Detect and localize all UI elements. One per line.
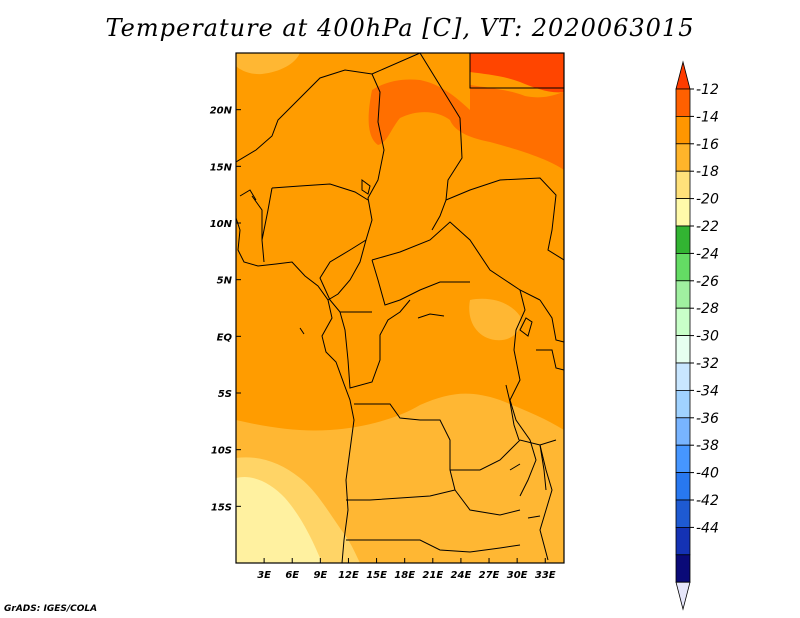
x-tick-label: 33E <box>535 570 556 581</box>
field-warm-north <box>368 79 564 170</box>
x-tick-label: 12E <box>338 570 359 581</box>
border-car <box>371 221 541 306</box>
border-north-b <box>327 73 385 301</box>
map-frame <box>235 52 565 564</box>
y-axis-ticks: 20N 15N 10N 5N EQ 5S 10S 15S <box>210 106 241 513</box>
colorbar-bin <box>675 444 691 474</box>
border-congo <box>339 299 411 389</box>
colorbar-label: -12 <box>696 82 719 98</box>
x-tick-label: 15E <box>366 570 387 581</box>
field-cool-patches <box>236 53 521 341</box>
x-tick-label: 9E <box>313 570 327 581</box>
y-tick-label: 15N <box>210 162 233 173</box>
border-north-a <box>236 53 421 163</box>
x-tick-label: 3E <box>257 570 271 581</box>
colorbar-bin <box>675 280 691 309</box>
colorbar-label: -40 <box>696 466 719 482</box>
y-tick-label: 5N <box>217 276 233 287</box>
field-coolest-south <box>236 476 322 563</box>
colorbar-label: -30 <box>696 329 719 345</box>
colorbar-label: -34 <box>696 383 719 399</box>
lake-fragments <box>299 313 541 519</box>
x-tick-label: 21E <box>422 570 443 581</box>
border-libya-chad <box>419 53 463 231</box>
colorbar-label: -38 <box>696 438 719 454</box>
colorbar-bin <box>675 527 691 556</box>
lake-victoria <box>519 317 533 337</box>
colorbar-label: -14 <box>696 109 719 125</box>
colorbar-bin <box>675 472 691 501</box>
colorbar-bin <box>675 116 691 145</box>
colorbar-bin <box>675 88 691 117</box>
x-axis-ticks: 3E 6E 9E 12E 15E 18E 21E 24E 27E 30E 33E <box>257 558 556 581</box>
y-tick-label: 20N <box>210 106 233 117</box>
y-tick-label: 5S <box>218 389 232 400</box>
colorbar-bin <box>675 143 691 172</box>
colorbar-label: -24 <box>696 246 719 262</box>
border-east-africa <box>536 299 564 371</box>
field-hot-northeast <box>470 53 564 93</box>
border-nigeria <box>261 183 369 263</box>
colorbar-label: -36 <box>696 411 719 427</box>
colorbar-label: -18 <box>696 164 719 180</box>
colorbar-label: -26 <box>696 274 719 290</box>
country-borders <box>236 53 564 563</box>
temperature-field <box>236 53 564 563</box>
grads-credit: GrADS: IGES/COLA <box>4 604 98 614</box>
border-benin <box>239 189 263 240</box>
colorbar-label: -16 <box>696 137 719 153</box>
x-tick-label: 18E <box>394 570 415 581</box>
colorbar-bin <box>675 362 691 391</box>
x-tick-label: 6E <box>285 570 299 581</box>
colorbar-bin <box>675 417 691 446</box>
border-sudan <box>445 177 564 261</box>
colorbar-bottom-arrow <box>675 581 691 611</box>
y-tick-label: 10S <box>211 446 232 457</box>
y-tick-label: EQ <box>217 332 233 343</box>
colorbar-bin <box>675 170 691 199</box>
lake-tanganyika <box>505 384 520 441</box>
colorbar-bin <box>675 252 691 282</box>
colorbar-bin <box>675 307 691 337</box>
colorbar-label: -22 <box>696 219 719 235</box>
border-egypt-sudan <box>469 53 564 89</box>
border-mozambique <box>539 444 553 561</box>
x-tick-label: 24E <box>451 570 472 581</box>
colorbar-label: -28 <box>696 301 719 317</box>
colorbar-label: -20 <box>696 192 719 208</box>
lake-chad <box>361 179 371 195</box>
colorbar-bin <box>675 389 691 419</box>
y-tick-label: 15S <box>211 502 232 513</box>
colorbar-top-arrow <box>675 60 691 90</box>
colorbar-bin <box>675 198 691 227</box>
border-namibia-south <box>346 539 521 553</box>
lake-malawi <box>539 444 547 491</box>
colorbar-bin <box>675 335 691 364</box>
colorbar-label: -32 <box>696 356 719 372</box>
x-tick-label: 27E <box>479 570 500 581</box>
colorbar-bin <box>675 499 691 528</box>
colorbar-label: -42 <box>696 493 719 509</box>
x-tick-label: 30E <box>507 570 528 581</box>
colorbar-bin <box>675 554 691 583</box>
colorbar-bin <box>675 225 691 254</box>
y-tick-label: 10N <box>210 219 233 230</box>
border-angola <box>346 403 456 501</box>
map-title: Temperature at 400hPa [C], VT: 202006301… <box>105 14 695 42</box>
colorbar: -12 -14 -16 -18 -20 -22 -24 -26 -28 -30 -32 -34 -36 -… <box>675 60 719 611</box>
coastline-west-africa <box>236 217 355 563</box>
colorbar-label: -44 <box>696 520 719 536</box>
